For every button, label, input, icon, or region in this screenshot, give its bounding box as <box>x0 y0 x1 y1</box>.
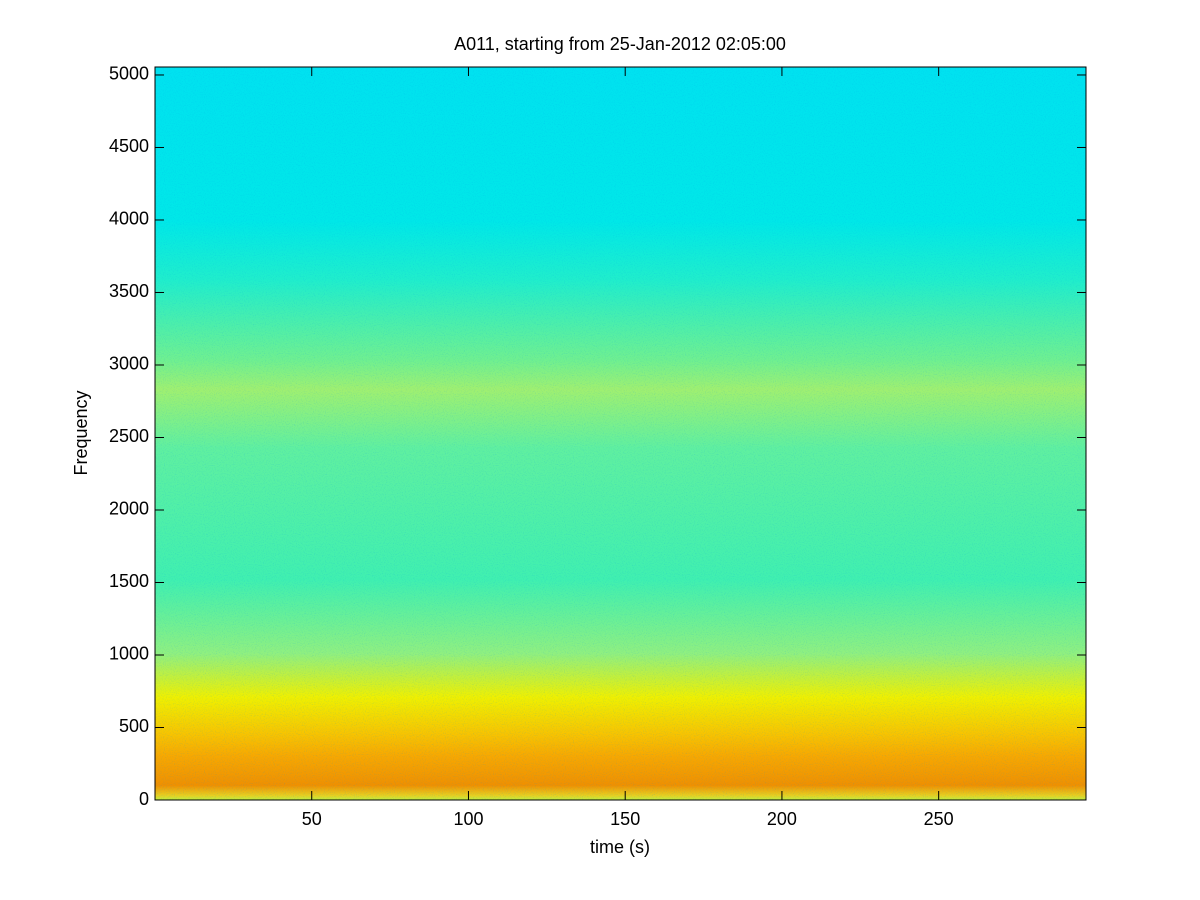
y-tick-label: 1000 <box>109 644 149 664</box>
y-tick-label: 5000 <box>109 64 149 84</box>
y-tick-label: 3500 <box>109 281 149 301</box>
axes-box <box>154 66 1087 801</box>
y-tick-label: 3000 <box>109 354 149 374</box>
y-axis-label: Frequency <box>71 390 91 475</box>
x-tick-label: 100 <box>453 809 483 829</box>
x-tick-label: 50 <box>302 809 322 829</box>
x-axis-label: time (s) <box>590 837 650 857</box>
y-tick-label: 2500 <box>109 426 149 446</box>
x-tick-label: 200 <box>767 809 797 829</box>
y-tick-label: 2000 <box>109 499 149 519</box>
y-tick-label: 4500 <box>109 136 149 156</box>
spectrogram-texture <box>155 67 1086 800</box>
x-tick-label: 250 <box>924 809 954 829</box>
chart-title: A011, starting from 25-Jan-2012 02:05:00 <box>454 34 786 54</box>
y-tick-label: 1500 <box>109 571 149 591</box>
y-tick-label: 0 <box>139 789 149 809</box>
y-tick-label: 4000 <box>109 209 149 229</box>
x-tick-label: 150 <box>610 809 640 829</box>
y-tick-label: 500 <box>119 716 149 736</box>
plot-area <box>154 66 1087 801</box>
